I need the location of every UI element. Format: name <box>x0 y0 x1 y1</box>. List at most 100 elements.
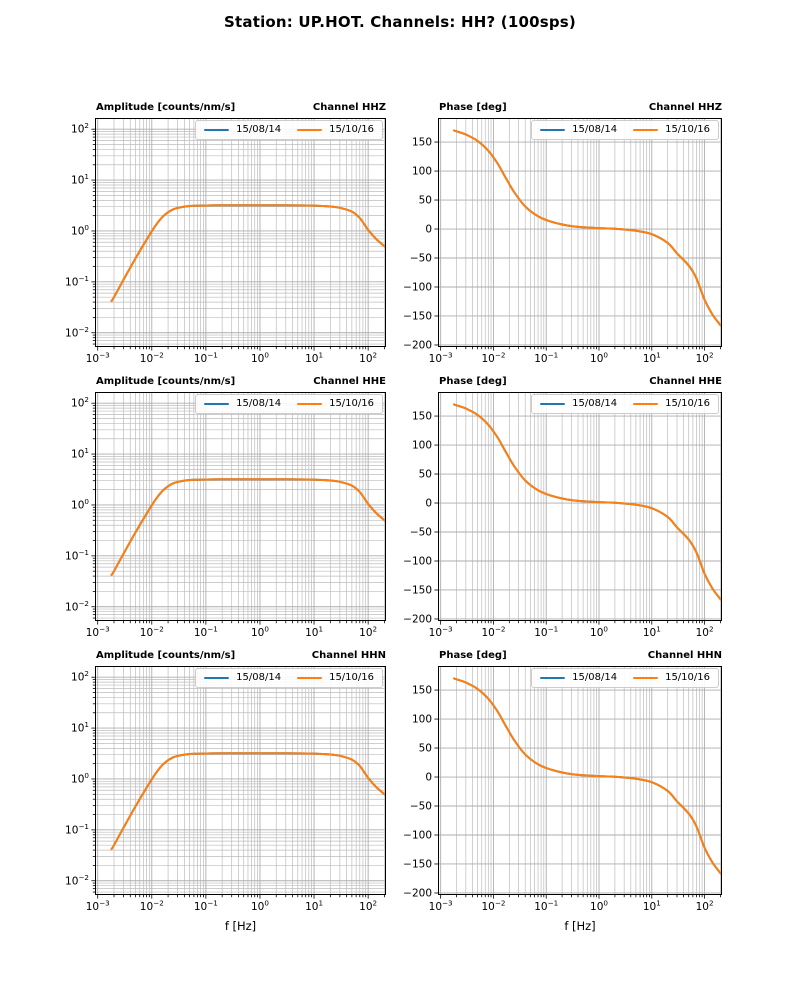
svg-text:10−3: 10−3 <box>429 899 453 914</box>
legend-line-blue <box>204 676 230 680</box>
legend-item: 15/08/14 <box>204 399 281 409</box>
legend-line-orange <box>633 402 659 406</box>
legend-line-blue <box>204 128 230 132</box>
svg-text:10−2: 10−2 <box>65 599 89 614</box>
tick-marks <box>91 128 385 351</box>
subplot-hhz-amplitude: Amplitude [counts/nm/s] Channel HHZ 10−3… <box>65 102 386 365</box>
grid-minor <box>95 392 386 621</box>
subplot-title-left: Amplitude [counts/nm/s] <box>96 650 236 661</box>
svg-text:102: 102 <box>71 121 89 136</box>
svg-text:10−3: 10−3 <box>429 625 453 640</box>
svg-text:100: 100 <box>251 899 269 914</box>
svg-text:101: 101 <box>643 351 661 366</box>
svg-text:−100: −100 <box>403 830 432 842</box>
legend: 15/08/14 15/10/16 <box>531 668 719 688</box>
phase-plot-hhe: 10−3 10−2 10−1 100 101 102 150 100 50 0 −50 −100 −15… <box>403 392 722 639</box>
svg-text:100: 100 <box>590 625 608 640</box>
legend-line-orange <box>297 128 323 132</box>
svg-text:100: 100 <box>412 714 432 726</box>
legend-line-orange <box>633 676 659 680</box>
legend-item: 15/08/14 <box>204 125 281 135</box>
svg-text:−200: −200 <box>403 887 432 899</box>
amplitude-plot-hhn: 10−3 10−2 10−1 100 101 102 10−2 10−1 100 101 102 <box>65 666 386 913</box>
svg-text:102: 102 <box>696 625 714 640</box>
grid-major <box>95 666 386 895</box>
legend: 15/08/14 15/10/16 <box>195 394 383 414</box>
legend-item: 15/10/16 <box>297 125 374 135</box>
grid-major <box>95 118 386 347</box>
subplot-hhn-amplitude: Amplitude [counts/nm/s] Channel HHN 10−3… <box>65 650 386 933</box>
svg-text:10−1: 10−1 <box>534 899 558 914</box>
legend-item: 15/10/16 <box>633 673 710 683</box>
svg-text:102: 102 <box>71 669 89 684</box>
svg-text:101: 101 <box>71 172 89 187</box>
svg-text:10−2: 10−2 <box>140 625 164 640</box>
axes-spine <box>95 392 386 621</box>
tick-marks <box>91 676 385 899</box>
legend-line-blue <box>204 402 230 406</box>
subplot-title-left: Phase [deg] <box>439 102 507 113</box>
legend-item: 15/10/16 <box>297 673 374 683</box>
subplot-title-right: Channel HHN <box>647 650 722 661</box>
legend-label: 15/10/16 <box>329 124 374 135</box>
subplot-hhe-phase: Phase [deg] Channel HHE 10−3 10−2 10−1 100 1… <box>403 376 722 639</box>
subplot-title-left: Phase [deg] <box>439 650 507 661</box>
svg-text:10−3: 10−3 <box>86 899 110 914</box>
response-curve-15-10-16 <box>110 204 386 303</box>
legend-line-orange <box>297 676 323 680</box>
svg-text:102: 102 <box>359 625 377 640</box>
tick-labels: 10−3 10−2 10−1 100 101 102 150 100 50 0 −50 −100 −15… <box>403 411 713 639</box>
svg-text:50: 50 <box>419 469 432 481</box>
legend-line-blue <box>540 402 566 406</box>
subplot-title-right: Channel HHE <box>313 376 386 387</box>
svg-text:10−1: 10−1 <box>194 351 218 366</box>
legend-label: 15/10/16 <box>665 124 710 135</box>
svg-text:102: 102 <box>359 899 377 914</box>
svg-text:10−1: 10−1 <box>194 899 218 914</box>
svg-text:150: 150 <box>412 137 432 149</box>
legend-line-orange <box>633 128 659 132</box>
curves <box>110 478 386 577</box>
grid-minor <box>95 118 386 347</box>
svg-text:101: 101 <box>305 351 323 366</box>
legend: 15/08/14 15/10/16 <box>531 120 719 140</box>
axes-spine <box>438 666 722 895</box>
tick-marks <box>434 689 721 899</box>
svg-text:100: 100 <box>71 771 89 786</box>
svg-text:−100: −100 <box>403 556 432 568</box>
svg-text:101: 101 <box>305 899 323 914</box>
legend: 15/08/14 15/10/16 <box>195 120 383 140</box>
svg-text:100: 100 <box>251 625 269 640</box>
grid-minor <box>456 392 721 621</box>
svg-text:100: 100 <box>71 497 89 512</box>
response-curve-15-10-16 <box>453 129 722 327</box>
svg-text:10−2: 10−2 <box>481 625 505 640</box>
svg-text:150: 150 <box>412 685 432 697</box>
legend-line-blue <box>540 676 566 680</box>
legend-label: 15/08/14 <box>236 398 282 409</box>
svg-text:100: 100 <box>251 351 269 366</box>
svg-text:100: 100 <box>412 166 432 178</box>
svg-text:−50: −50 <box>410 527 432 539</box>
legend-label: 15/08/14 <box>572 672 618 683</box>
legend-item: 15/08/14 <box>540 399 617 409</box>
axes-spine <box>95 666 386 895</box>
svg-text:10−2: 10−2 <box>140 899 164 914</box>
svg-text:101: 101 <box>71 720 89 735</box>
tick-marks <box>434 141 721 351</box>
svg-text:−150: −150 <box>403 584 432 596</box>
grid-major <box>438 666 722 895</box>
svg-text:10−2: 10−2 <box>481 899 505 914</box>
legend: 15/08/14 15/10/16 <box>531 394 719 414</box>
svg-text:100: 100 <box>412 440 432 452</box>
svg-text:10−2: 10−2 <box>481 351 505 366</box>
svg-text:−150: −150 <box>403 310 432 322</box>
grid-major <box>95 392 386 621</box>
subplot-title-right: Channel HHZ <box>648 102 722 113</box>
legend-line-blue <box>540 128 566 132</box>
svg-text:100: 100 <box>590 351 608 366</box>
subplot-hhn-phase: Phase [deg] Channel HHN 10−3 10−2 10−1 100 1… <box>403 650 722 933</box>
legend-label: 15/08/14 <box>236 124 282 135</box>
response-curve-15-10-16 <box>453 403 722 601</box>
svg-text:102: 102 <box>359 351 377 366</box>
